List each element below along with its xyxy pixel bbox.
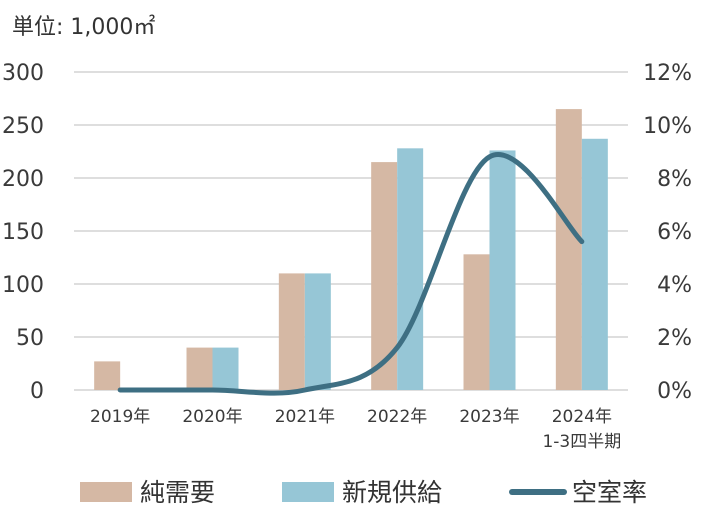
right-axis: 0% 2% 4% 6% 8% 10% 12% <box>643 61 692 404</box>
bar-new-supply <box>489 150 516 390</box>
left-tick-label: 150 <box>2 220 44 245</box>
bar-net-demand <box>463 254 490 390</box>
bar-net-demand <box>555 109 582 390</box>
bar-new-supply <box>581 138 608 390</box>
left-tick-label: 300 <box>2 61 44 86</box>
x-tick-label: 2020年 <box>182 407 242 427</box>
right-tick-label: 10% <box>643 114 692 139</box>
x-tick-label: 2024年 <box>552 407 612 427</box>
legend-swatch <box>282 482 334 502</box>
right-tick-label: 12% <box>643 61 692 86</box>
left-tick-label: 100 <box>2 273 44 298</box>
left-tick-label: 250 <box>2 114 44 139</box>
x-tick-label: 2023年 <box>459 407 519 427</box>
right-tick-label: 6% <box>657 220 692 245</box>
right-tick-label: 0% <box>657 379 692 404</box>
bar-net-demand <box>186 347 213 390</box>
bar-net-demand <box>278 273 305 390</box>
bar-new-supply <box>212 347 239 390</box>
unit-label: 単位: 1,000㎡ <box>12 14 155 40</box>
right-tick-label: 4% <box>657 273 692 298</box>
bar-net-demand <box>94 361 121 390</box>
legend: 純需要 新規供給 空室率 <box>80 478 647 507</box>
legend-swatch <box>80 482 132 502</box>
left-tick-label: 50 <box>16 326 44 351</box>
vacancy-line <box>117 152 585 396</box>
bars <box>94 109 608 390</box>
vacancy-rate-line <box>117 152 585 396</box>
left-tick-label: 0 <box>30 379 44 404</box>
legend-label: 純需要 <box>140 478 215 507</box>
legend-label: 空室率 <box>572 478 647 507</box>
right-tick-label: 2% <box>657 326 692 351</box>
x-tick-label: 2022年 <box>367 407 427 427</box>
gridlines <box>74 71 628 391</box>
right-tick-label: 8% <box>657 167 692 192</box>
left-tick-label: 200 <box>2 167 44 192</box>
bar-new-supply <box>397 148 424 390</box>
x-tick-sublabel: 1-3四半期 <box>542 432 621 452</box>
left-axis: 0 50 100 150 200 250 300 <box>2 61 44 404</box>
x-tick-label: 2021年 <box>275 407 335 427</box>
x-axis: 2019年 2020年 2021年 2022年 2023年 2024年 1-3四半期 <box>90 407 621 452</box>
x-tick-label: 2019年 <box>90 407 150 427</box>
legend-label: 新規供給 <box>342 478 442 507</box>
bar-new-supply <box>304 273 331 390</box>
